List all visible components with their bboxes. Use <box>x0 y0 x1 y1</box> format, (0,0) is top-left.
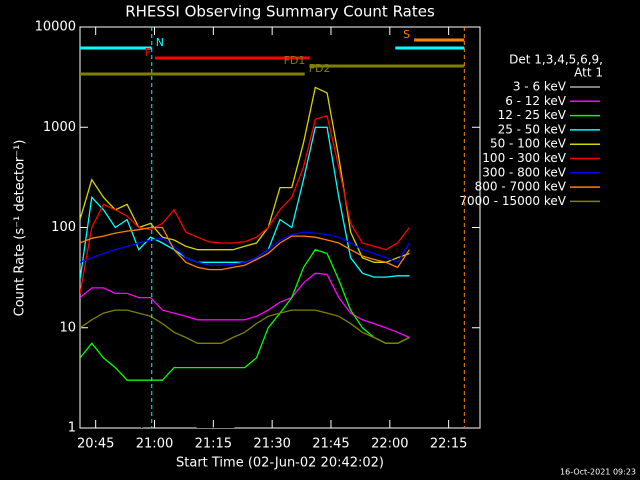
legend-title: Att 1 <box>574 66 603 80</box>
legend-label: 100 - 300 keV <box>482 151 566 165</box>
legend-label: 25 - 50 keV <box>498 122 567 136</box>
y-tick-label: 1 <box>68 421 76 436</box>
x-tick-label: 21:45 <box>312 437 349 452</box>
x-tick-label: 22:15 <box>430 437 467 452</box>
x-tick-label: 22:00 <box>371 437 408 452</box>
legend-label: 6 - 12 keV <box>505 94 567 108</box>
y-tick-label: 10 <box>59 320 76 335</box>
x-tick-label: 21:30 <box>253 437 290 452</box>
legend-label: 7000 - 15000 keV <box>459 194 566 208</box>
y-tick-label: 100 <box>51 220 76 235</box>
series-line <box>80 226 410 271</box>
series-line <box>80 248 410 381</box>
series-line <box>80 86 410 263</box>
legend-label: 3 - 6 keV <box>513 80 567 94</box>
x-axis-label: Start Time (02-Jun-02 20:42:02) <box>176 456 384 471</box>
series-line <box>80 309 410 344</box>
x-tick-label: 20:45 <box>77 437 114 452</box>
footer: 16-Oct-2021 09:23 <box>560 468 636 477</box>
legend-label: 50 - 100 keV <box>490 137 567 151</box>
chart-title: RHESSI Observing Summary Count Rates <box>125 3 435 21</box>
series-line <box>140 301 410 428</box>
x-tick-label: 21:00 <box>136 437 173 452</box>
flag-label: FD1 <box>284 54 306 67</box>
flag-label: S <box>403 28 410 41</box>
series-line <box>80 231 410 266</box>
plot-area <box>80 86 410 428</box>
legend-label: 300 - 800 keV <box>482 165 566 179</box>
flag-label: FD2 <box>309 62 331 75</box>
x-tick-label: 21:15 <box>195 437 232 452</box>
flag-label: F <box>145 46 151 59</box>
flag-label: N <box>156 36 164 49</box>
y-tick-label: 10000 <box>35 20 76 35</box>
series-line <box>80 114 410 294</box>
legend-title: Det 1,3,4,5,6,9, <box>509 53 603 67</box>
legend-label: 800 - 7000 keV <box>475 180 567 194</box>
y-tick-label: 1000 <box>43 120 76 135</box>
y-axis-label: Count Rate (s⁻¹ detector⁻¹) <box>13 140 28 317</box>
legend-label: 12 - 25 keV <box>498 108 567 122</box>
